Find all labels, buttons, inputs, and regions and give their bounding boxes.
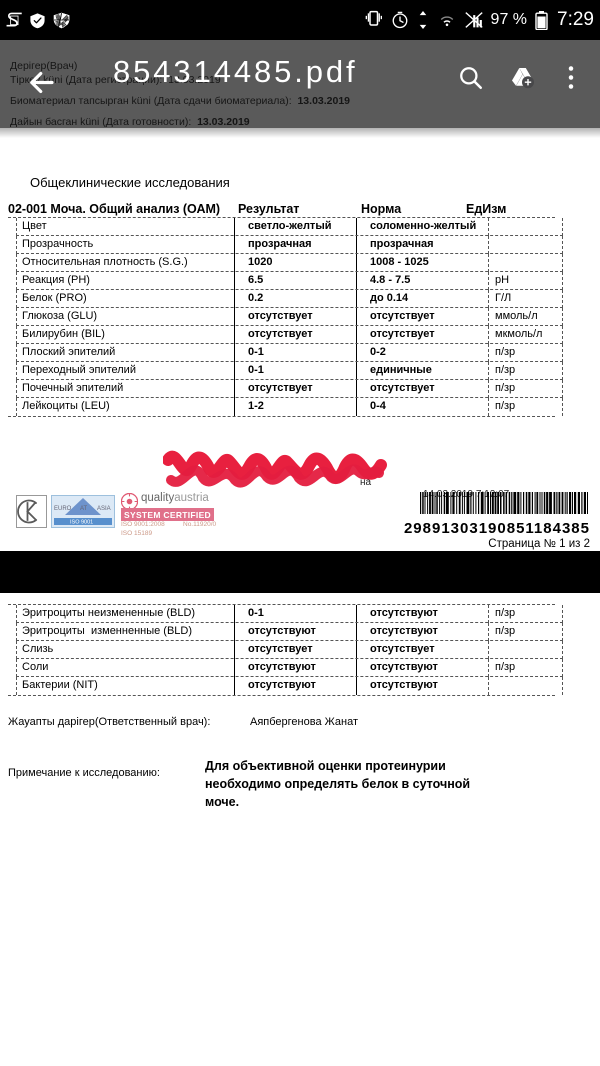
- svg-text:AT: AT: [80, 506, 88, 512]
- svg-text:ASIA: ASIA: [97, 506, 111, 512]
- svg-text:ISO 9001: ISO 9001: [70, 520, 93, 526]
- svg-text:EURO: EURO: [54, 506, 72, 512]
